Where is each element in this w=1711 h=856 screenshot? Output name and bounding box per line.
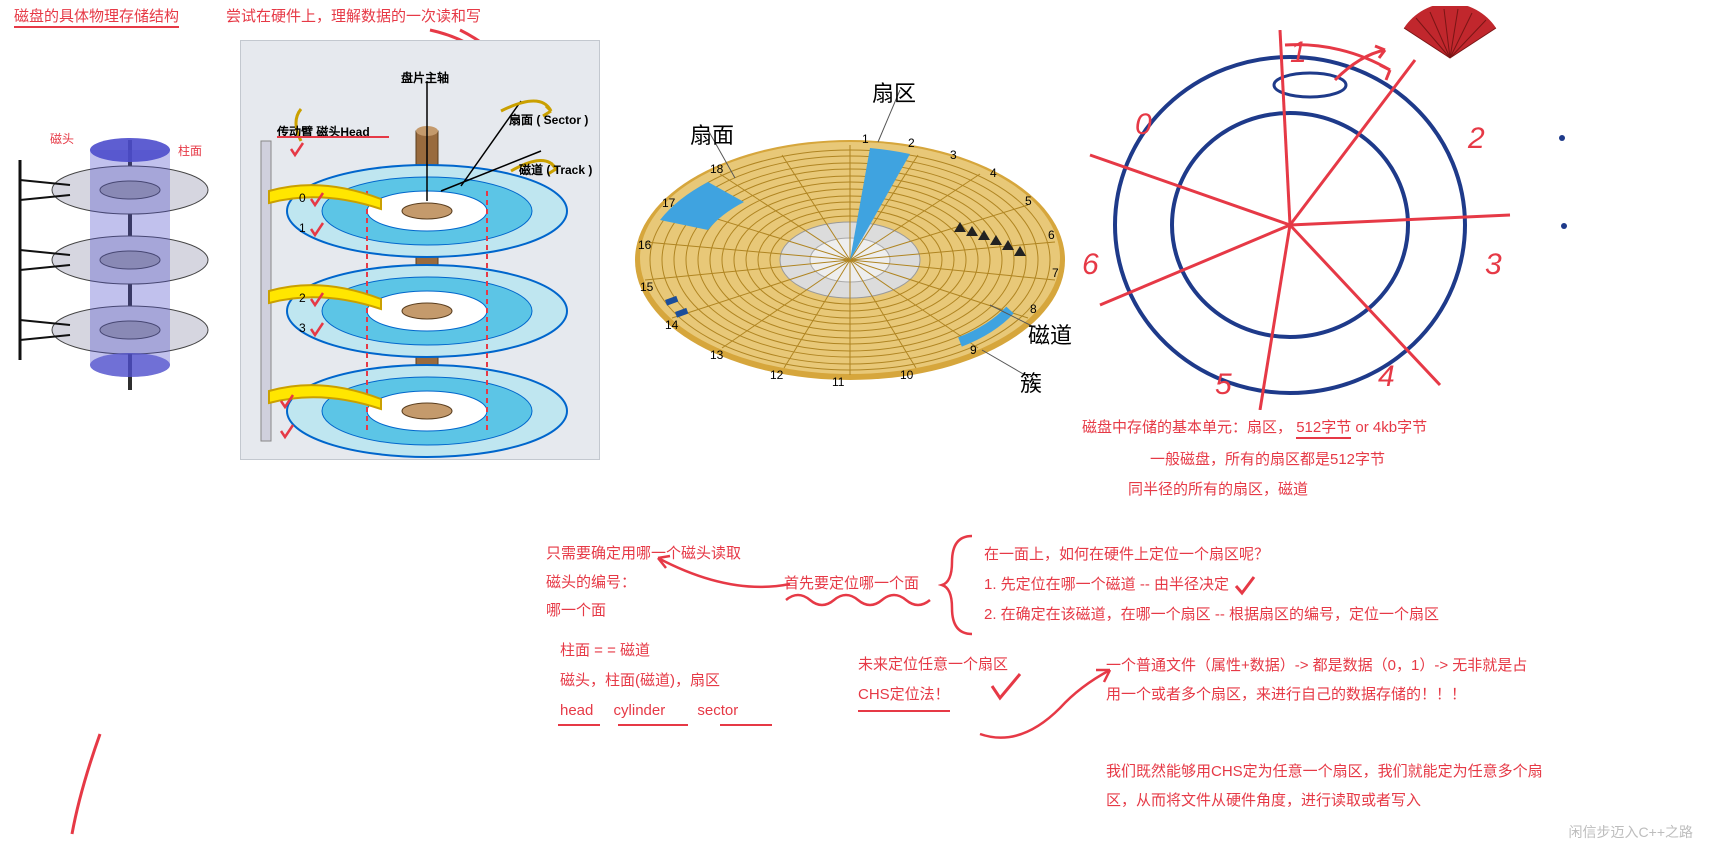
fig3-gold-disc: 扇区 扇面 磁道 簇 1 2 3 4 5 6 7 8 9 10 11 12 13…	[610, 70, 1090, 410]
note-all-sectors: 一般磁盘，所有的扇区都是512字节	[1150, 448, 1385, 469]
fig1-label-cyl: 柱面	[178, 142, 202, 159]
fig4-n6: 6	[1082, 248, 1099, 282]
note-file: 一个普通文件（属性+数据）-> 都是数据（0，1）-> 无非就是占 用一个或者多…	[1106, 652, 1527, 709]
fig3-n10: 10	[900, 368, 913, 382]
fan-icon	[1400, 6, 1500, 66]
note-basic-unit: 磁盘中存储的基本单元：扇区， 512字节 or 4kb字节	[1082, 416, 1427, 439]
fig1-svg	[10, 130, 210, 410]
blue-dots	[1550, 130, 1580, 250]
fig3-label-cluster: 簇	[1020, 366, 1042, 398]
fig1-platter-stack: 磁头 柱面	[10, 130, 210, 410]
note-bottom: 我们既然能够用CHS定为任意一个扇区，我们就能定为任意多个扇 区，从而将文件从硬…	[1106, 758, 1543, 815]
fig4-n1: 1	[1290, 36, 1307, 70]
fig3-n1: 1	[862, 132, 869, 146]
fig4-n0: 0	[1135, 108, 1152, 142]
checkmark-icon	[1233, 574, 1259, 596]
fig3-n14: 14	[665, 318, 678, 332]
fig3-n12: 12	[770, 368, 783, 382]
stroke-bottom-left	[60, 730, 120, 840]
fig3-n17: 17	[662, 196, 675, 210]
fig3-n7: 7	[1052, 266, 1059, 280]
fig3-n2: 2	[908, 136, 915, 150]
fig4-n5: 5	[1215, 368, 1232, 402]
fig3-n3: 3	[950, 148, 957, 162]
fig3-n6: 6	[1048, 228, 1055, 242]
watermark: 闲信步迈入C++之路	[1569, 822, 1693, 842]
fig3-n15: 15	[640, 280, 653, 294]
fig3-label-track: 磁道	[1028, 318, 1072, 350]
arrow-center-to-left	[640, 548, 800, 608]
fig3-n11: 11	[832, 375, 844, 389]
fig3-svg	[610, 70, 1090, 410]
fig3-n5: 5	[1025, 194, 1032, 208]
fig4-svg	[1080, 30, 1520, 410]
fig1-label-head: 磁头	[50, 130, 74, 147]
fig3-n18: 18	[710, 162, 723, 176]
squiggle-center	[784, 592, 944, 608]
fig4-n3: 3	[1485, 248, 1502, 282]
fig4-handdrawn: 0 1 2 3 4 5 6	[1080, 30, 1520, 410]
fig2-checks	[241, 41, 601, 461]
fig3-n8: 8	[1030, 302, 1037, 316]
fig3-n16: 16	[638, 238, 651, 252]
fig4-arrow-1	[1330, 40, 1400, 90]
fig2-diagram: 盘片主轴 传动臂 磁头Head 扇面 ( Sector ) 磁道 ( Track…	[240, 40, 600, 460]
underline-chs	[556, 718, 786, 732]
fig3-n4: 4	[990, 166, 997, 180]
note-same-radius: 同半径的所有的扇区，磁道	[1128, 478, 1308, 499]
fig4-n4: 4	[1378, 360, 1395, 394]
arrow-chs-to-file	[960, 658, 1120, 748]
note-chs-block: 柱面 = = 磁道 磁头，柱面(磁道)，扇区 head cylinder sec…	[560, 636, 738, 726]
fig3-label-surface: 扇面	[690, 118, 734, 150]
fig4-n2: 2	[1468, 122, 1485, 156]
note-center-phrase: 首先要定位哪一个面	[784, 572, 919, 593]
fig3-label-sector: 扇区	[872, 76, 916, 108]
note-right-block: 在一面上，如何在硬件上定位一个扇区呢？ 1. 先定位在哪一个磁道 -- 由半径决…	[984, 540, 1439, 630]
fig3-n13: 13	[710, 348, 723, 362]
fig3-n9: 9	[970, 343, 977, 357]
brace-icon	[938, 530, 984, 640]
title-left: 磁盘的具体物理存储结构	[14, 5, 179, 28]
